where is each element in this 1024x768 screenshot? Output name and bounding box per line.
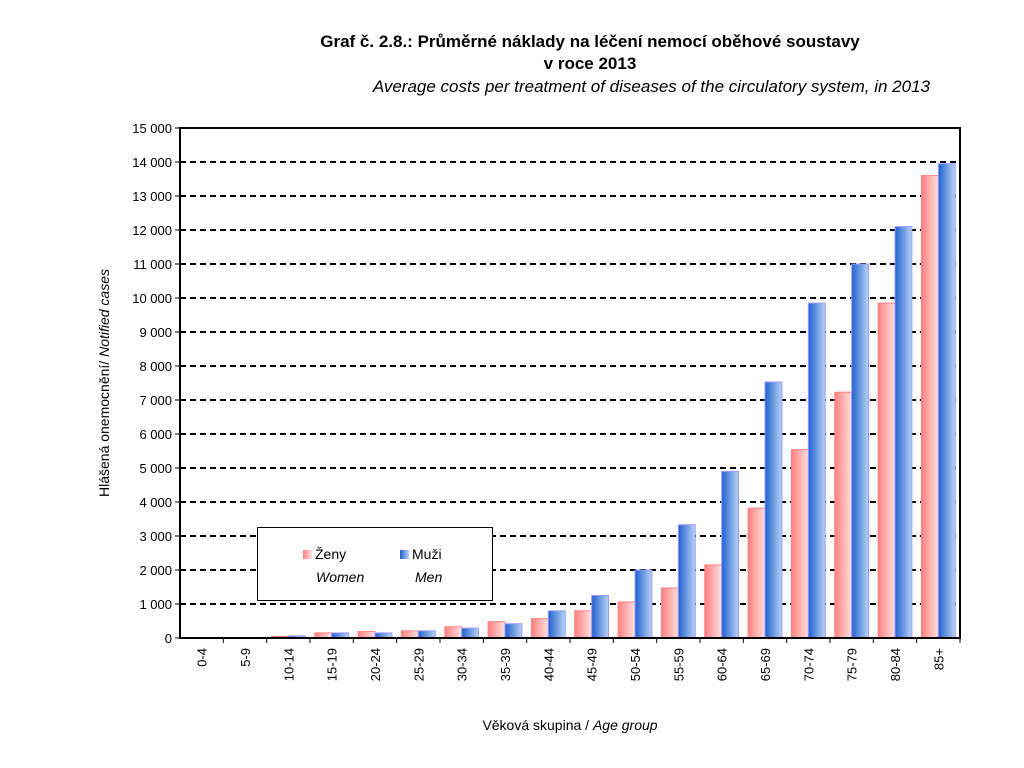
x-tick-label: 15-19 [325, 648, 340, 681]
x-tick-label: 60-64 [715, 648, 730, 681]
chart-title-line2: v roce 2013 [543, 54, 637, 73]
legend-item-men: Muži [400, 546, 442, 562]
bar-women-55-59 [660, 587, 679, 639]
y-tick-label: 1 000 [139, 597, 172, 612]
bar-women-65-69 [747, 507, 766, 639]
bar-women-50-54 [617, 601, 636, 639]
bar-men-25-29 [417, 630, 436, 639]
legend: Ženy Women Muži Men [257, 527, 493, 601]
y-tick-label: 0 [165, 631, 172, 646]
bar-men-75-79 [851, 263, 870, 639]
bar-men-45-49 [591, 595, 610, 639]
bar-men-55-59 [677, 524, 696, 639]
legend-swatch-women [303, 549, 312, 559]
x-tick-label: 0-4 [195, 648, 210, 667]
y-tick-label: 10 000 [132, 291, 172, 306]
legend-label-men-en: Men [415, 569, 443, 585]
bar-women-60-64 [704, 564, 723, 639]
x-tick-label: 75-79 [845, 648, 860, 681]
bar-men-40-44 [547, 610, 566, 639]
bar-women-70-74 [790, 449, 809, 639]
bar-men-50-54 [634, 569, 653, 639]
y-tick-label: 15 000 [132, 121, 172, 136]
chart-title: Graf č. 2.8.: Průměrné náklady na léčení… [320, 32, 860, 51]
bar-women-35-39 [487, 621, 506, 639]
legend-label-women: Ženy [315, 546, 347, 562]
bar-men-80-84 [894, 226, 913, 639]
y-tick-label: 12 000 [132, 223, 172, 238]
y-tick-label: 9 000 [139, 325, 172, 340]
x-tick-label: 40-44 [541, 648, 556, 681]
bar-men-35-39 [504, 623, 523, 639]
bar-men-30-34 [461, 627, 480, 639]
x-tick-label: 50-54 [628, 648, 643, 681]
y-tick-label: 5 000 [139, 461, 172, 476]
y-tick-label: 6 000 [139, 427, 172, 442]
y-tick-label: 7 000 [139, 393, 172, 408]
x-tick-label: 80-84 [888, 648, 903, 681]
x-tick-label: 25-29 [411, 648, 426, 681]
x-tick-label: 35-39 [498, 648, 513, 681]
legend-item-women: Ženy [303, 546, 346, 562]
x-tick-label: 70-74 [801, 648, 816, 681]
x-tick-label: 30-34 [455, 648, 470, 681]
bar-women-80-84 [877, 302, 896, 639]
y-axis-label: Hlášená onemocnění/ Notified cases [96, 269, 112, 497]
bar-men-65-69 [764, 381, 783, 639]
y-tick-label: 3 000 [139, 529, 172, 544]
legend-label-men: Muži [412, 546, 442, 562]
x-tick-label: 65-69 [758, 648, 773, 681]
x-tick-label: 85+ [931, 648, 946, 670]
legend-swatch-men [400, 549, 409, 559]
y-tick-label: 4 000 [139, 495, 172, 510]
x-tick-label: 5-9 [238, 648, 253, 667]
bar-men-60-64 [721, 470, 740, 639]
y-tick-label: 11 000 [133, 257, 172, 272]
y-tick-label: 13 000 [132, 189, 172, 204]
y-tick-label: 14 000 [132, 155, 172, 170]
y-tick-label: 2 000 [139, 563, 172, 578]
x-tick-label: 45-49 [585, 648, 600, 681]
chart-subtitle: Average costs per treatment of diseases … [372, 77, 930, 96]
bar-women-40-44 [530, 618, 549, 639]
bar-men-70-74 [807, 302, 826, 639]
y-tick-label: 8 000 [139, 359, 172, 374]
bar-women-25-29 [400, 630, 419, 639]
x-tick-label: 55-59 [671, 648, 686, 681]
x-tick-label: 20-24 [368, 648, 383, 681]
bar-women-45-49 [574, 610, 593, 639]
bar-women-75-79 [834, 391, 853, 639]
x-tick-label: 10-14 [281, 648, 296, 681]
legend-label-women-en: Women [316, 569, 365, 585]
plot-area-border [179, 127, 961, 639]
x-axis-label: Věková skupina / Age group [482, 717, 657, 733]
bar-women-30-34 [444, 626, 463, 639]
bar-women-85+ [920, 175, 939, 639]
bar-men-85+ [937, 163, 956, 639]
